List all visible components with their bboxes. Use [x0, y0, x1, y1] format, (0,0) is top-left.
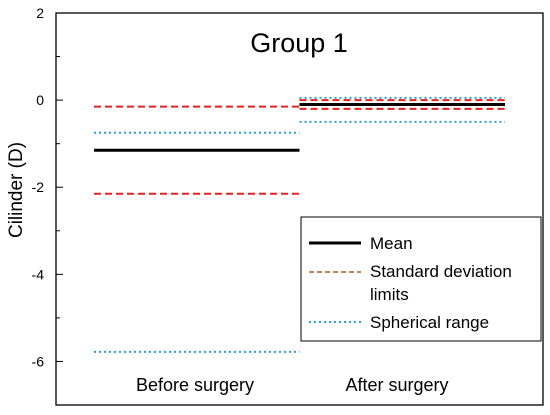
- y-tick-label: 0: [36, 92, 44, 108]
- category-labels: Before surgery After surgery: [136, 375, 449, 395]
- y-tick-label: -2: [32, 179, 45, 195]
- y-tick-label: -6: [32, 353, 45, 369]
- legend-label-sd-line1: Standard deviation: [370, 262, 512, 281]
- y-axis-title: Cilinder (D): [6, 142, 27, 238]
- y-tick-label: 2: [36, 5, 44, 21]
- chart-title: Group 1: [250, 28, 348, 58]
- y-axis-ticks: 2 0 -2 -4 -6: [32, 5, 63, 406]
- legend-label-sd-line2: limits: [370, 285, 409, 304]
- category-label: After surgery: [345, 375, 448, 395]
- plot-frame: [55, 12, 544, 406]
- legend-box: [300, 216, 542, 342]
- category-label: Before surgery: [136, 375, 254, 395]
- legend-label-mean: Mean: [370, 234, 413, 253]
- y-tick-label: -4: [32, 266, 45, 282]
- data-series: [94, 96, 505, 353]
- legend: Mean Standard deviation limits Spherical…: [300, 216, 542, 342]
- legend-label-spherical: Spherical range: [370, 313, 489, 332]
